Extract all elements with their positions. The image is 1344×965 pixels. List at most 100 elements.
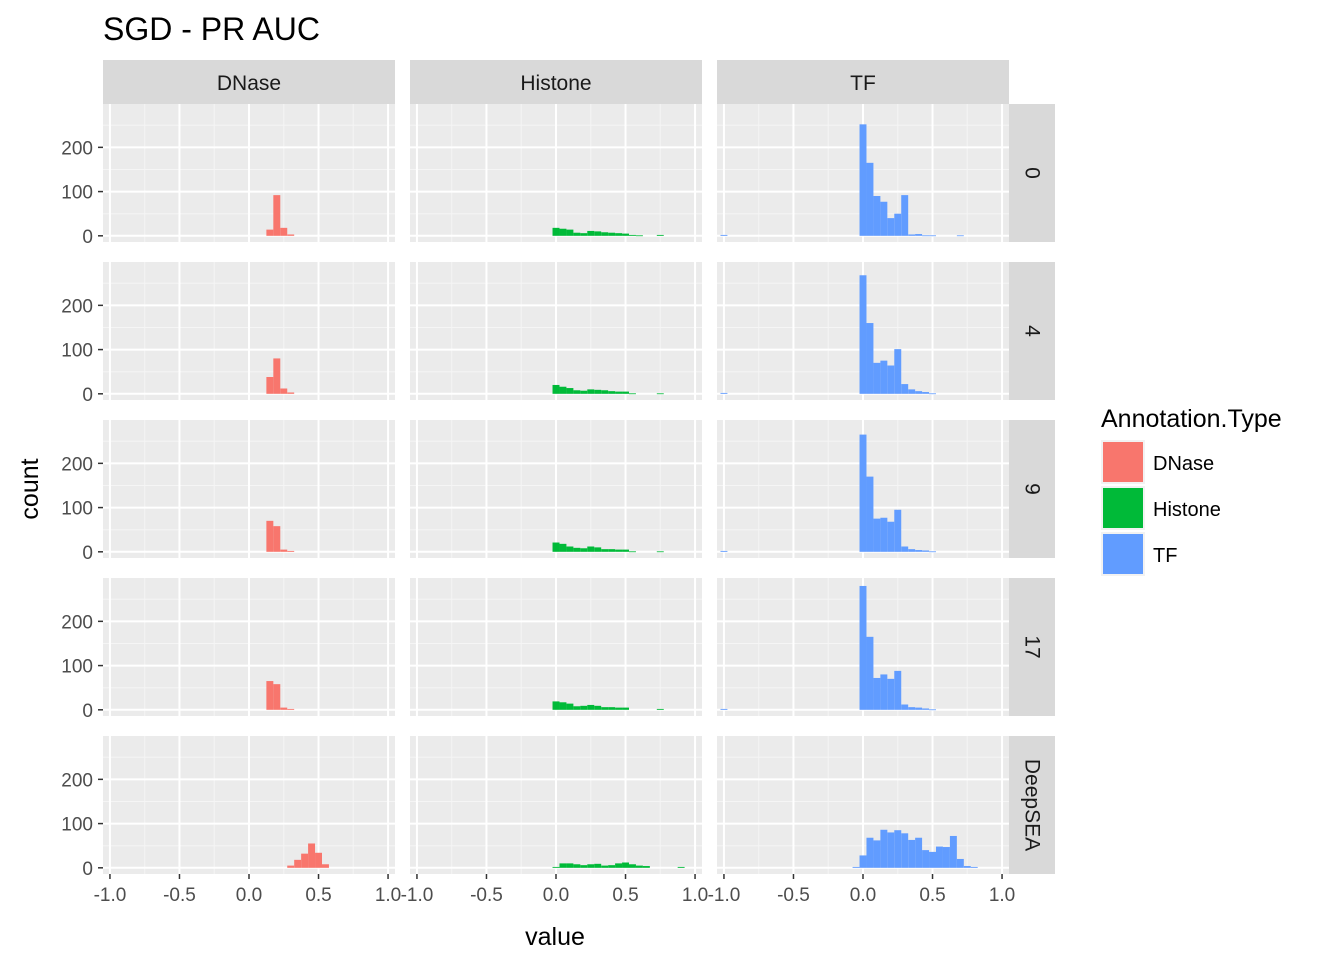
histogram-bar [894,509,902,552]
histogram-bar [908,707,916,710]
histogram-bar [894,213,902,236]
histogram-bar [266,681,274,710]
histogram-bar [894,349,902,394]
facet-panel [410,420,702,558]
histogram-bar [635,235,643,237]
histogram-bar [580,548,588,552]
histogram-bar [873,518,881,552]
histogram-bar [566,388,574,394]
histogram-bar [573,232,581,236]
legend-swatch [1103,442,1143,482]
histogram-bar [915,550,923,552]
histogram-bar [873,362,881,394]
y-tick-label: 0 [82,227,93,248]
facet-panel [717,104,1009,242]
x-axis-label: value [525,923,585,951]
histogram-bar [873,840,881,868]
histogram-bar [580,705,588,710]
histogram-bar [929,551,936,553]
histogram-bar [720,392,728,394]
x-tick-label: -0.5 [163,885,196,906]
strip-background [1009,262,1055,400]
histogram-bar [552,542,560,552]
histogram-bar [580,865,588,868]
x-tick-label: 1.0 [375,885,401,906]
x-tick-label: 0.5 [919,885,945,906]
histogram-bar [608,232,616,236]
histogram-bar [566,229,574,236]
histogram-bar [929,393,936,395]
histogram-bar [859,124,867,236]
histogram-bar [642,866,650,868]
histogram-bar [908,839,916,868]
y-tick-label: 100 [61,815,93,836]
x-tick-label: 0.0 [543,885,569,906]
histogram-bar [273,358,281,394]
histogram-bar [866,476,874,552]
histogram-bar [552,227,560,236]
x-tick-label: -0.5 [470,885,503,906]
y-tick-label: 200 [61,296,93,317]
facet-panel [103,420,395,558]
histogram-bar [622,549,629,552]
histogram-bar [615,707,623,710]
histogram-bar [901,195,909,236]
strip-label: 9 [1021,483,1044,495]
histogram-bar [929,851,936,868]
legend-entry: Histone [1101,486,1221,530]
facets-layer: DNase Histone TF 0 4 9 17 DeepSEA 0 100 200 0 100 200… [61,60,1055,906]
histogram-bar [601,865,609,868]
histogram-bar [880,829,888,868]
histogram-bar [901,384,909,394]
y-tick-label: 100 [61,183,93,204]
histogram-bar [963,866,971,868]
legend-swatch [1103,488,1143,528]
histogram-bar [922,235,930,237]
histogram-bar [629,551,636,553]
histogram-bar [273,526,281,552]
x-tick-label: 0.0 [850,885,876,906]
histogram-bar [656,393,664,395]
facet-row-strip: 17 [1009,578,1055,716]
x-tick-label: -1.0 [401,885,434,906]
x-tick-label: 1.0 [682,885,708,906]
histogram-bar [915,391,923,394]
y-tick-label: 0 [82,543,93,564]
histogram-bar [915,234,923,236]
histogram-bar [873,196,881,236]
histogram-bar [552,866,560,868]
histogram-bar [720,550,728,552]
histogram-bar [901,833,909,868]
histogram-bar [573,390,581,394]
histogram-bar [635,865,643,868]
chart-title: SGD - PR AUC [103,11,320,47]
histogram-bar [629,234,636,236]
x-tick-label: 0.0 [236,885,262,906]
histogram-bar [315,852,322,868]
histogram-bar [287,550,295,552]
histogram-bar [594,547,602,552]
facet-panel [717,736,1009,874]
histogram-bar [929,235,936,237]
histogram-bar [601,707,609,710]
facet-row-strip: 0 [1009,104,1055,242]
histogram-bar [573,706,581,710]
x-tick-label: -1.0 [94,885,127,906]
histogram-bar [656,708,664,710]
histogram-bar [908,234,916,236]
histogram-bar [266,520,274,552]
x-tick-label: -1.0 [708,885,741,906]
facet-row-strip: 4 [1009,262,1055,400]
histogram-bar [720,708,728,710]
histogram-bar [594,389,602,394]
y-tick-label: 200 [61,138,93,159]
histogram-bar [594,705,602,710]
histogram-bar [622,233,629,236]
histogram-bar [587,546,595,552]
histogram-bar [887,832,895,868]
strip-background [1009,578,1055,716]
histogram-bar [887,218,895,236]
histogram-bar [608,391,616,394]
